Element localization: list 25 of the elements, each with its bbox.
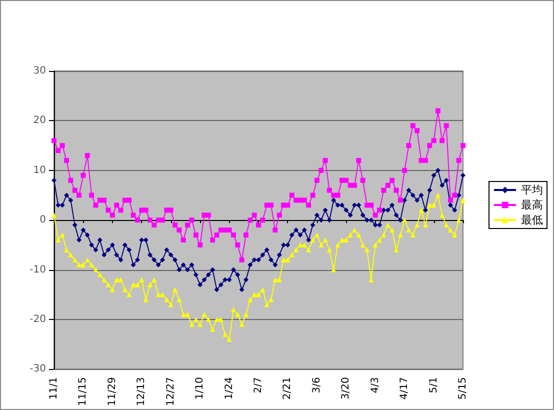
x-tick-label: 1/10 [194,377,206,400]
legend-label: 平均 [521,184,543,196]
x-tick-label: 5/1 [428,377,440,394]
y-tick-label: 20 [33,115,46,126]
y-tick-label: 10 [33,164,46,176]
legend-label: 最低 [521,214,543,226]
x-tick-label: 5/15 [458,377,468,400]
x-tick-label: 12/27 [165,377,176,406]
x-tick-label: 11/15 [78,377,89,406]
x-tick-label: 1/24 [224,377,235,400]
x-tick-label: 2/7 [253,377,264,394]
x-tick-label: 11/1 [48,377,60,400]
x-tick-label: 12/13 [136,377,148,406]
y-tick-label: -20 [30,314,46,325]
x-tick-label: 3/20 [340,377,352,400]
y-tick-label: 30 [33,66,46,76]
y-tick-label: -30 [30,364,46,375]
x-tick-label: 11/29 [106,377,118,406]
legend-label: 最高 [521,198,543,212]
x-tick-label: 3/6 [311,377,322,394]
y-tick-label: -10 [30,264,46,276]
y-tick-label: 0 [40,214,46,226]
x-tick-label: 2/21 [282,377,294,400]
x-tick-label: 4/17 [399,377,410,400]
x-tick-label: 4/3 [370,377,381,394]
